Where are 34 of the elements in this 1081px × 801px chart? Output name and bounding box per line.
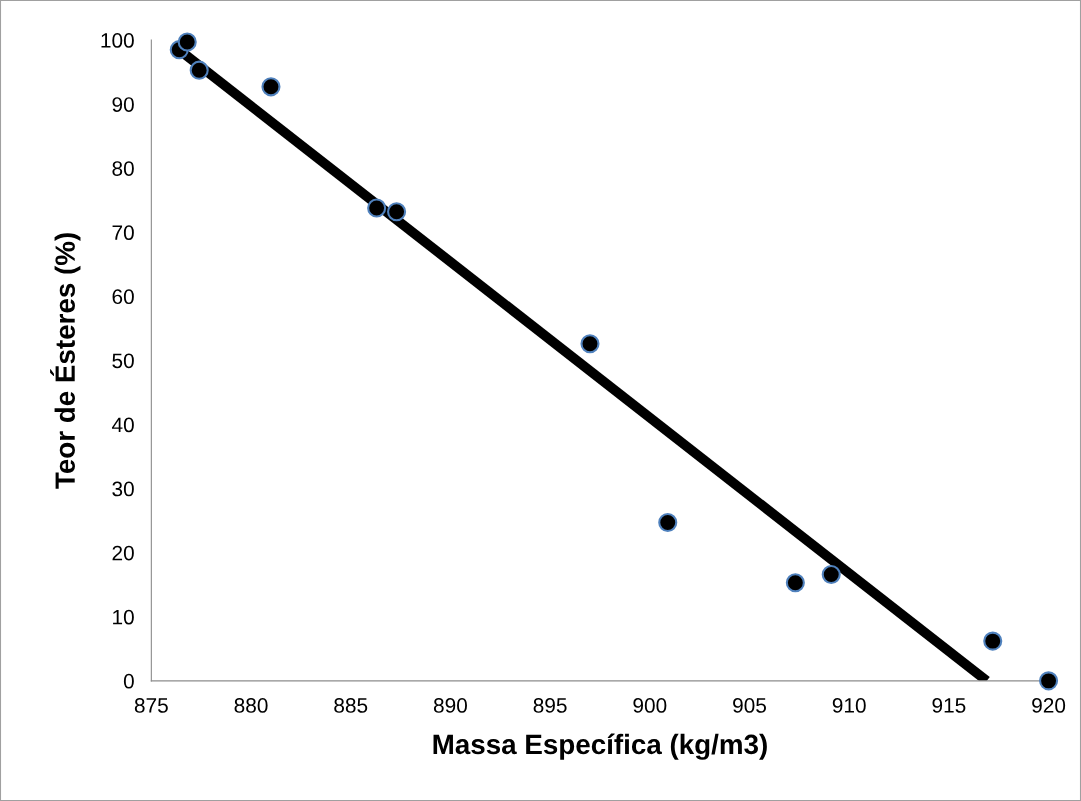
point xyxy=(983,631,1003,651)
x-tick-label: 910 xyxy=(832,698,866,713)
y-axis-title: Teor de Ésteres (%) xyxy=(50,233,81,489)
point xyxy=(387,202,407,222)
point xyxy=(821,564,841,585)
y-tick-label: 30 xyxy=(112,481,134,497)
x-axis-title: Massa Específica (kg/m3) xyxy=(433,733,767,760)
x-tick-label: 905 xyxy=(733,698,766,713)
x-tick-label: 875 xyxy=(134,698,168,713)
point xyxy=(1039,671,1059,691)
point xyxy=(177,32,197,52)
y-tick-label: 70 xyxy=(112,225,134,241)
y-tick-label: 0 xyxy=(123,673,134,689)
x-tick-label: 895 xyxy=(533,698,567,713)
y-tick-label: 20 xyxy=(112,545,134,561)
point xyxy=(785,573,805,593)
point xyxy=(367,198,387,218)
y-tick-label: 100 xyxy=(101,33,134,48)
point xyxy=(189,60,209,80)
y-tick-label: 50 xyxy=(112,353,134,369)
x-tick-label: 885 xyxy=(334,698,368,713)
y-tick-label: 60 xyxy=(112,289,134,305)
point xyxy=(658,513,678,533)
x-tick-label: 915 xyxy=(932,698,966,713)
y-tick-label: 90 xyxy=(112,97,134,112)
point xyxy=(580,334,600,354)
point xyxy=(261,77,281,97)
x-tick-label: 920 xyxy=(1032,698,1066,713)
y-tick-label: 10 xyxy=(113,609,134,625)
x-tick-label: 890 xyxy=(433,698,467,713)
y-tick-label: 40 xyxy=(111,417,134,433)
y-tick-label: 80 xyxy=(112,161,134,176)
x-tick-label: 880 xyxy=(234,698,268,713)
x-tick-label: 900 xyxy=(633,698,667,713)
